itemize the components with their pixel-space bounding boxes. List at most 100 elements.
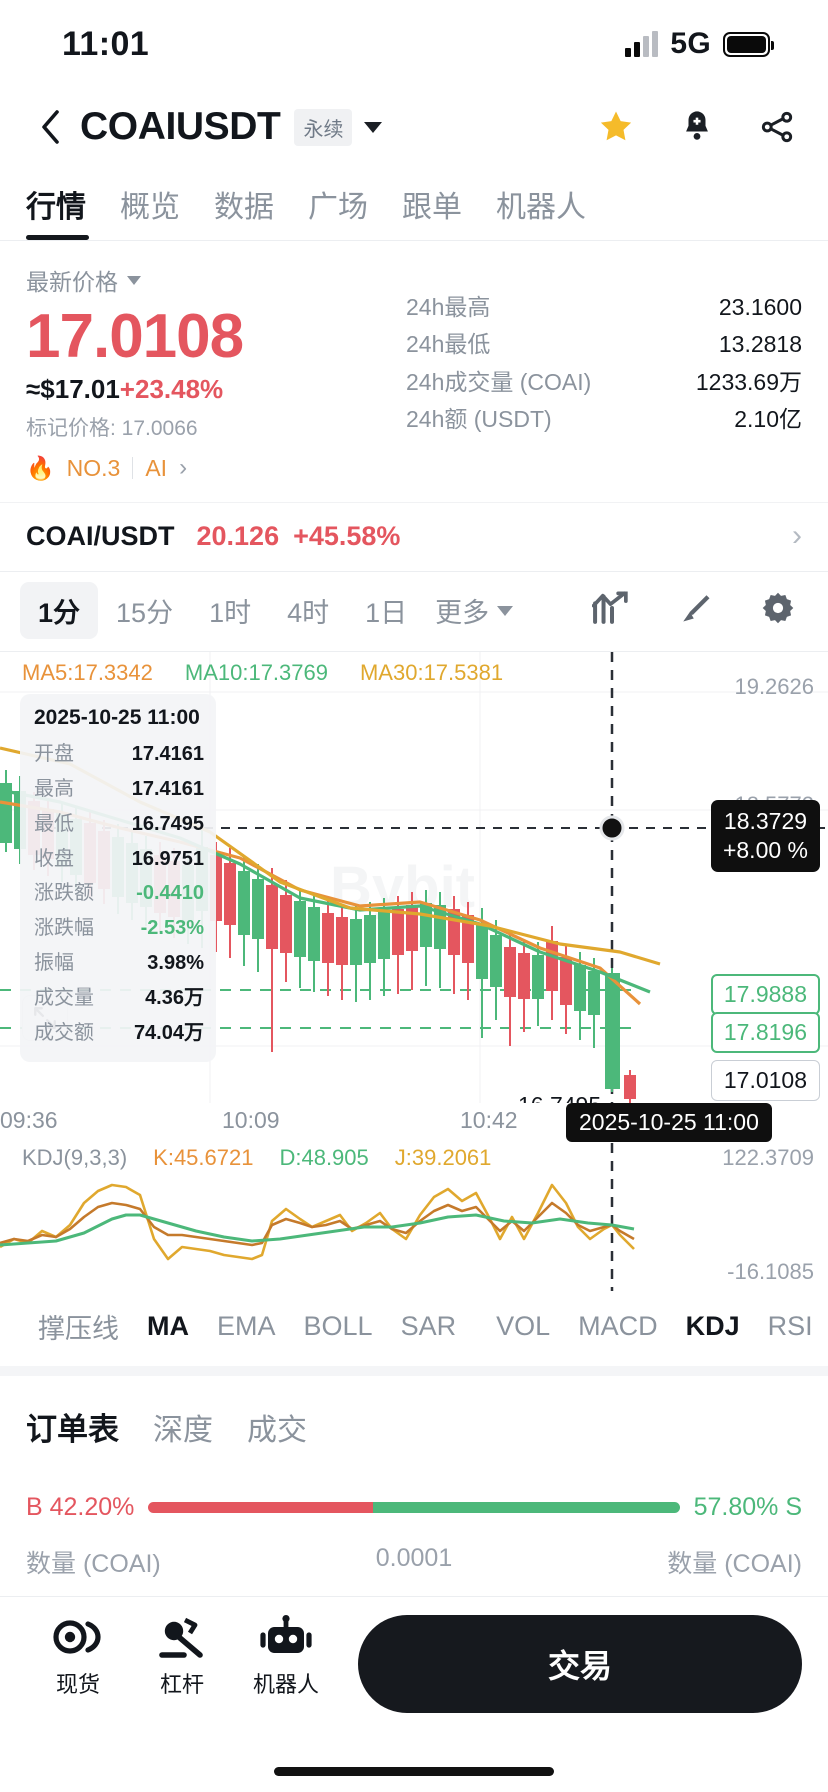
indicator-button[interactable]	[591, 591, 632, 630]
tab-overview[interactable]: 概览	[120, 191, 180, 224]
timeframe-15m[interactable]: 15分	[116, 598, 174, 629]
share-icon	[761, 111, 793, 143]
bottom-item-label: 现货	[55, 1672, 100, 1697]
settings-button[interactable]	[760, 590, 796, 631]
indicator-kdj[interactable]: KDJ	[685, 1311, 740, 1342]
ma10-label: MA10:17.3769	[184, 660, 328, 686]
chevron-left-icon	[42, 110, 59, 144]
indicator-ema[interactable]: EMA	[217, 1311, 276, 1342]
tooltip-row: 成交量 4.36万	[34, 981, 204, 1016]
tab-square[interactable]: 广场	[308, 191, 368, 224]
kdj-chart[interactable]: KDJ(9,3,3) K:45.6721 D:48.905 J:39.2061 …	[0, 1143, 828, 1292]
tooltip-value: 17.4161	[131, 743, 204, 766]
ma30-label: MA30:17.5381	[359, 660, 504, 686]
indicator-macd[interactable]: MACD	[578, 1311, 658, 1342]
indicator-ma[interactable]: MA	[147, 1311, 189, 1342]
timeframe-more-button[interactable]: 更多	[425, 582, 523, 639]
orderbook-section: 订单表 深度 成交 B 42.20% 57.80% S 数量 (COAI) 0.…	[0, 1366, 828, 1580]
favorite-button[interactable]	[596, 108, 636, 146]
spot-banner[interactable]: COAI/USDT 20.126 +45.58% ›	[0, 502, 828, 571]
battery-icon	[723, 31, 774, 57]
tab-market[interactable]: 行情	[26, 182, 103, 240]
tag-divider	[132, 457, 134, 480]
tooltip-value: 17.4161	[131, 778, 204, 801]
tab-copytrade[interactable]: 跟单	[402, 191, 462, 224]
robot-icon	[260, 1615, 312, 1653]
rank-label: NO.3	[66, 454, 121, 481]
stat-key: 24h额 (USDT)	[406, 405, 552, 432]
bottom-item-bot[interactable]: 机器人	[234, 1615, 338, 1699]
kdj-name: KDJ(9,3,3)	[22, 1145, 128, 1171]
timeframe-4h[interactable]: 4时	[287, 598, 330, 629]
tooltip-row: 开盘 17.4161	[34, 737, 204, 772]
orderbook-tab-trades[interactable]: 成交	[247, 1414, 307, 1448]
low-price-marker: 16.7495	[518, 1092, 601, 1103]
tooltip-key: 涨跌幅	[34, 917, 94, 940]
indicator-rsi[interactable]: RSI	[767, 1311, 813, 1342]
tooltip-date: 2025-10-25 11:00	[34, 706, 200, 730]
tooltip-value: 4.36万	[145, 986, 204, 1009]
ma-legend: MA5:17.3342 MA10:17.3769 MA30:17.5381	[22, 660, 503, 686]
orderbook-tab-depth[interactable]: 深度	[153, 1414, 213, 1448]
top-tabs: 行情 概览 数据 广场 跟单 机器人	[0, 166, 828, 240]
draw-button[interactable]	[678, 590, 714, 631]
star-icon	[600, 111, 632, 141]
orderbook-tab-book[interactable]: 订单表	[26, 1412, 119, 1448]
chart-indicator-icon	[591, 591, 628, 625]
tab-bot[interactable]: 机器人	[496, 191, 586, 224]
signal-icon	[625, 31, 659, 57]
flame-icon: 🔥	[26, 454, 55, 481]
spot-price: 20.126	[196, 520, 280, 551]
last-price: 17.0108	[26, 302, 244, 371]
bell-icon	[686, 111, 708, 140]
spot-pair-name: COAI/USDT	[26, 520, 175, 551]
bottom-item-label: 机器人	[252, 1672, 319, 1697]
tooltip-row: 涨跌额 -0.4410	[34, 876, 204, 911]
tooltip-key: 最高	[34, 778, 74, 801]
indicator-sar[interactable]: SAR	[400, 1311, 457, 1342]
back-button[interactable]	[26, 103, 74, 151]
tab-data[interactable]: 数据	[214, 191, 274, 224]
price-chart[interactable]: Bybit	[0, 651, 828, 1104]
chevron-down-icon[interactable]	[364, 121, 383, 133]
tooltip-value: 16.7495	[131, 812, 204, 835]
price-label-row[interactable]: 最新价格	[26, 263, 406, 297]
indicator-support-resist[interactable]: 撑压线	[38, 1314, 119, 1345]
bottom-item-leverage[interactable]: 杠杆	[130, 1615, 234, 1699]
chevron-down-icon	[127, 275, 141, 285]
chevron-right-icon: ›	[792, 519, 802, 553]
tooltip-row: 成交额 74.04万	[34, 1016, 204, 1051]
price-usd: ≈$17.01	[26, 374, 120, 405]
indicator-vol[interactable]: VOL	[496, 1311, 551, 1342]
mark-price: 标记价格: 17.0066	[26, 417, 198, 441]
price-change-pct: +23.48%	[119, 374, 224, 405]
share-button[interactable]	[758, 109, 796, 145]
trade-button[interactable]: 交易	[358, 1615, 802, 1713]
alert-button[interactable]	[680, 108, 714, 146]
bottom-item-spot[interactable]: 现货	[26, 1615, 130, 1699]
timeframe-bar: 1分 15分 1时 4时 1日 更多	[0, 571, 828, 651]
orderbook-col-right: 数量 (COAI)	[667, 1550, 802, 1579]
indicator-boll[interactable]: BOLL	[303, 1311, 373, 1342]
crosshair-price-badge: 18.3729 +8.00 %	[710, 800, 820, 872]
buy-sell-ratio: B 42.20% 57.80% S	[26, 1493, 802, 1522]
orderbook-col-left: 数量 (COAI)	[26, 1550, 161, 1579]
support-line-label: 17.8196	[710, 1012, 820, 1054]
resistance-line-label: 17.9888	[710, 974, 820, 1016]
x-axis-tick: 09:36	[0, 1107, 58, 1134]
kdj-max-label: 122.3709	[722, 1145, 814, 1171]
kdj-legend: KDJ(9,3,3) K:45.6721 D:48.905 J:39.2061	[22, 1145, 491, 1171]
timeframe-1m[interactable]: 1分	[20, 582, 99, 640]
kdj-canvas	[0, 1143, 635, 1292]
rank-tags[interactable]: 🔥 NO.3 AI ›	[26, 454, 406, 482]
nav-bar: COAIUSDT 永续	[0, 88, 828, 166]
timeframe-1h[interactable]: 1时	[209, 598, 252, 629]
stat-key: 24h最高	[406, 294, 491, 320]
kdj-k-value: K:45.6721	[153, 1145, 254, 1171]
tooltip-key: 开盘	[34, 743, 74, 766]
spot-change: +45.58%	[293, 520, 401, 551]
last-price-badge: 17.0108	[710, 1060, 820, 1102]
stat-value: 13.2818	[718, 331, 802, 358]
tooltip-key: 涨跌额	[34, 882, 94, 905]
timeframe-1d[interactable]: 1日	[365, 598, 408, 629]
